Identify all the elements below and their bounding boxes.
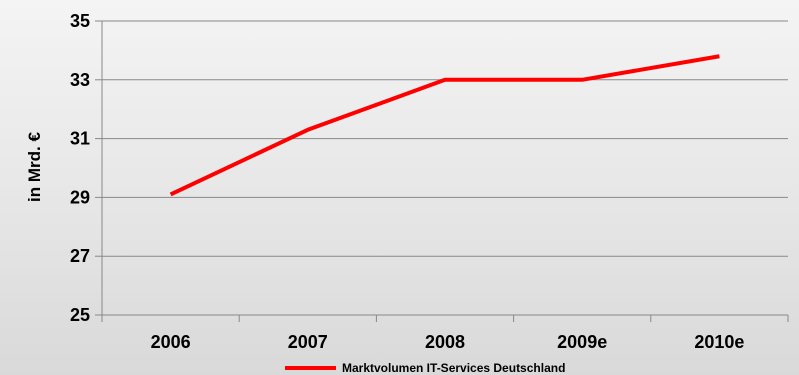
y-tick-label: 33 [70, 70, 90, 90]
y-tick-label: 29 [70, 187, 90, 207]
legend-label: Marktvolumen IT-Services Deutschland [342, 361, 565, 375]
x-tick-label: 2010e [694, 332, 744, 352]
y-tick-label: 31 [70, 129, 90, 149]
y-tick-label: 25 [70, 305, 90, 325]
y-tick-label: 35 [70, 11, 90, 31]
legend: Marktvolumen IT-Services Deutschland [285, 361, 565, 375]
x-tick-label: 2008 [425, 332, 465, 352]
series-layer [169, 54, 720, 197]
y-tick-labels: 25 27 29 31 33 35 [70, 11, 90, 325]
x-tick-label: 2009e [557, 332, 607, 352]
x-tick-label: 2007 [288, 332, 328, 352]
axes [95, 20, 789, 322]
y-axis-title: in Mrd. € [25, 132, 44, 202]
y-tick-label: 27 [70, 246, 90, 266]
gridlines [102, 20, 788, 257]
x-tick-labels: 2006 2007 2008 2009e 2010e [151, 332, 745, 352]
series-line [169, 54, 720, 197]
x-tick-label: 2006 [151, 332, 191, 352]
